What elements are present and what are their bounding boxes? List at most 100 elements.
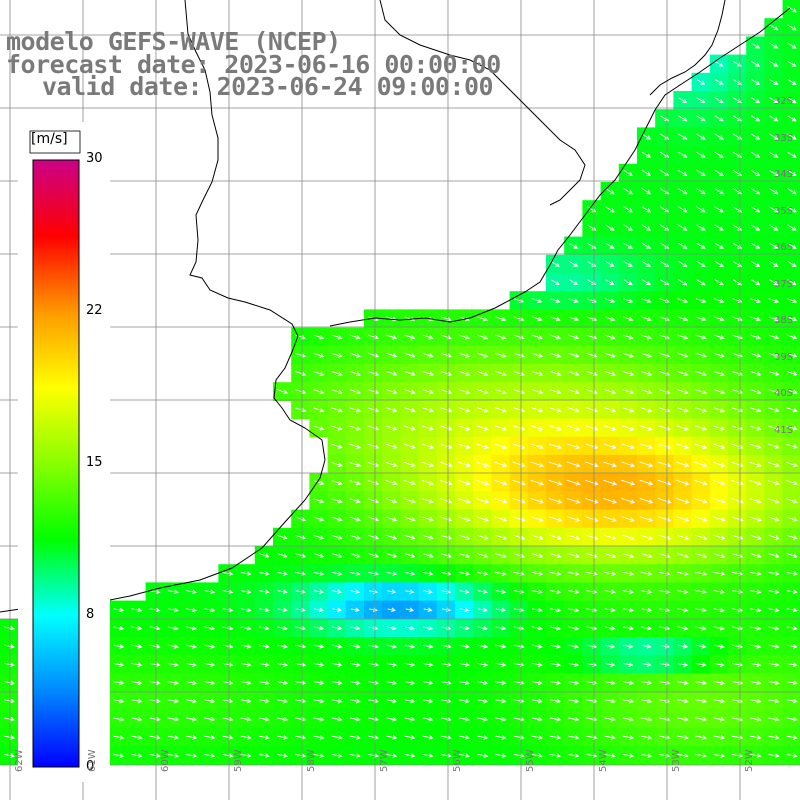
wind-arrow xyxy=(786,589,798,595)
wind-arrow xyxy=(678,97,688,103)
wind-arrow xyxy=(494,534,507,540)
wind-arrow xyxy=(477,571,489,576)
wind-arrow xyxy=(403,407,416,413)
wind-arrow xyxy=(459,662,470,667)
wind-arrow xyxy=(404,662,416,667)
wind-arrow xyxy=(277,571,288,576)
wind-arrow xyxy=(405,625,415,631)
wind-arrow xyxy=(259,589,270,595)
wind-arrow xyxy=(622,552,635,559)
wind-arrow xyxy=(768,571,780,576)
wind-arrow xyxy=(240,625,252,631)
wind-arrow xyxy=(313,534,325,540)
wind-arrow xyxy=(476,370,489,377)
wind-arrow xyxy=(458,425,471,431)
wind-arrow xyxy=(568,735,580,740)
wind-arrow xyxy=(531,644,543,649)
wind-arrow xyxy=(768,407,780,413)
wind-arrow xyxy=(678,151,688,158)
wind-arrow xyxy=(387,589,397,594)
wind-arrow xyxy=(623,662,634,667)
wind-arrow xyxy=(678,188,688,195)
wind-arrow xyxy=(313,716,325,722)
wind-arrow xyxy=(149,662,161,667)
wind-arrow xyxy=(768,680,780,686)
wind-arrow xyxy=(641,316,652,322)
wind-arrow xyxy=(149,698,161,704)
wind-arrow xyxy=(767,516,780,522)
wind-arrow xyxy=(696,151,706,158)
wind-arrow xyxy=(276,389,288,395)
wind-arrow xyxy=(404,644,416,649)
wind-arrow xyxy=(258,735,270,740)
wind-arrow xyxy=(549,571,562,576)
wind-arrow xyxy=(623,242,633,249)
wind-arrow xyxy=(313,625,325,631)
wind-arrow xyxy=(694,461,708,468)
wind-arrow xyxy=(477,716,489,722)
wind-arrow xyxy=(421,479,435,486)
wind-arrow xyxy=(695,680,707,686)
wind-arrow xyxy=(622,680,635,686)
wind-arrow xyxy=(604,698,616,704)
wind-arrow xyxy=(676,443,690,450)
wind-arrow xyxy=(749,716,762,722)
wind-arrow xyxy=(695,552,708,559)
wind-arrow xyxy=(767,480,780,486)
wind-arrow xyxy=(786,443,798,449)
wind-arrow xyxy=(331,370,343,376)
wind-arrow xyxy=(185,698,198,704)
wind-arrow xyxy=(331,389,343,395)
wind-arrow xyxy=(477,607,488,613)
wind-arrow xyxy=(786,625,798,631)
wind-arrow xyxy=(167,607,179,613)
wind-arrow xyxy=(113,625,125,631)
wind-arrow xyxy=(787,115,797,122)
wind-arrow xyxy=(768,552,780,558)
wind-arrow xyxy=(313,352,325,358)
wind-arrow xyxy=(568,607,580,613)
wind-arrow xyxy=(495,753,507,758)
wind-arrow xyxy=(603,516,617,522)
coastline xyxy=(0,0,791,613)
wind-arrow xyxy=(458,334,470,340)
wind-arrow xyxy=(531,552,544,559)
wind-arrow xyxy=(622,571,635,576)
wind-arrow xyxy=(423,607,433,613)
wind-arrow xyxy=(603,534,617,541)
wind-arrow xyxy=(4,644,15,649)
wind-arrow xyxy=(477,753,489,758)
wind-arrow xyxy=(494,498,508,504)
wind-arrow xyxy=(549,698,562,704)
wind-arrow xyxy=(313,389,325,395)
wind-arrow xyxy=(678,224,688,231)
wind-arrow xyxy=(621,425,635,431)
wind-arrow xyxy=(787,6,797,13)
wind-arrow xyxy=(295,407,307,413)
lon-label: 56W xyxy=(452,749,463,772)
wind-arrow xyxy=(787,206,797,213)
wind-arrow xyxy=(621,534,635,541)
wind-arrow xyxy=(695,571,707,576)
lon-label: 54W xyxy=(598,749,609,772)
wind-arrow xyxy=(222,662,234,667)
wind-arrow xyxy=(568,753,580,758)
wind-arrow xyxy=(786,571,798,576)
wind-arrow xyxy=(677,298,689,304)
lat-label: 34S xyxy=(774,169,794,180)
wind-arrow xyxy=(604,316,616,322)
wind-arrow xyxy=(696,242,706,249)
wind-arrow xyxy=(367,480,380,486)
wind-arrow xyxy=(622,407,635,413)
wind-arrow xyxy=(167,753,179,758)
wind-arrow xyxy=(695,607,707,613)
wind-arrow xyxy=(186,625,197,631)
wind-arrow xyxy=(367,407,380,413)
wind-arrow xyxy=(768,334,780,340)
wind-arrow xyxy=(786,753,798,758)
wind-arrow xyxy=(549,534,562,540)
colorbar xyxy=(32,159,80,768)
wind-cell xyxy=(782,0,800,19)
wind-arrow xyxy=(295,644,307,649)
wind-arrow xyxy=(277,735,289,740)
